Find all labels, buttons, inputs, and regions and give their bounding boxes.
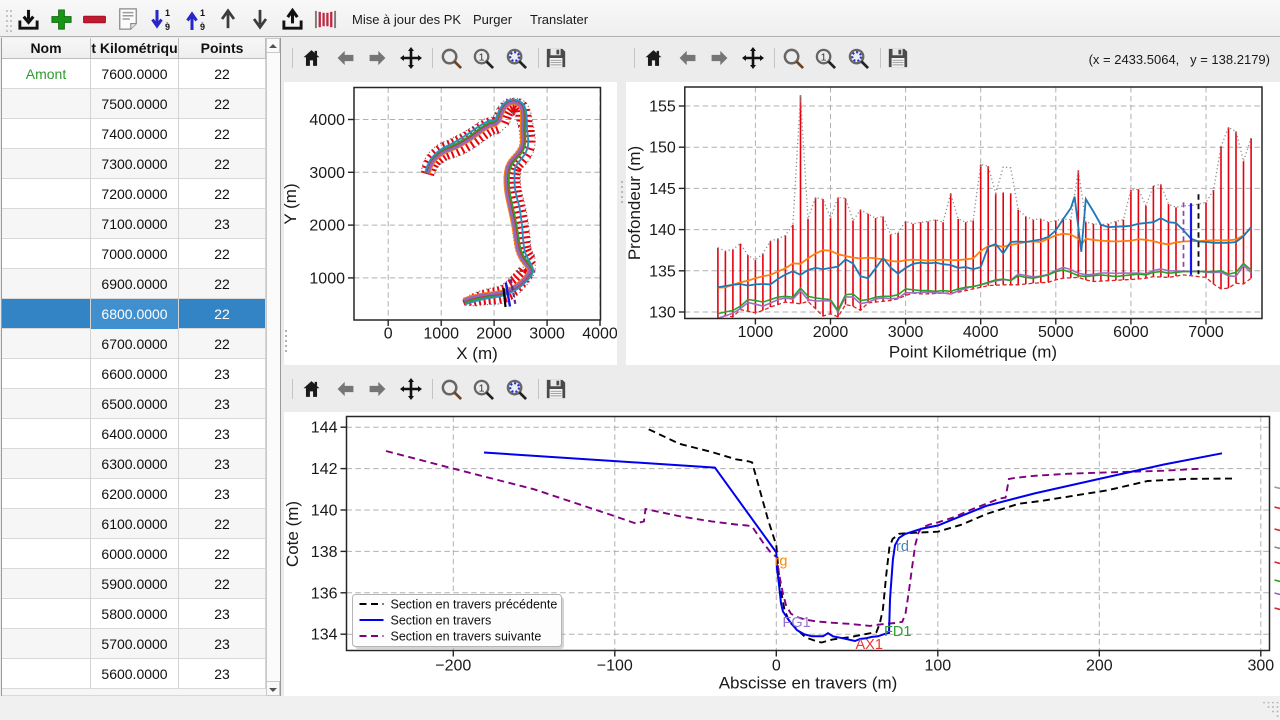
svg-text:134: 134	[311, 627, 338, 644]
svg-text:3000: 3000	[529, 326, 565, 343]
svg-text:1: 1	[165, 8, 170, 18]
svg-text:300: 300	[1247, 658, 1274, 675]
svg-text:140: 140	[649, 222, 676, 239]
svg-text:138: 138	[311, 544, 338, 561]
svg-text:4000: 4000	[963, 324, 999, 341]
svg-text:150: 150	[649, 140, 676, 157]
svg-text:FG1: FG1	[783, 615, 811, 631]
svg-text:144: 144	[311, 420, 338, 437]
svg-text:Profondeur (m): Profondeur (m)	[626, 146, 644, 260]
svg-text:2000: 2000	[813, 324, 849, 341]
svg-text:9: 9	[200, 22, 205, 32]
svg-text:rg: rg	[775, 554, 788, 570]
svg-text:135: 135	[649, 263, 676, 280]
svg-text:136: 136	[311, 585, 338, 602]
svg-text:2000: 2000	[309, 218, 345, 235]
svg-text:2000: 2000	[476, 326, 512, 343]
svg-text:4000: 4000	[582, 326, 617, 343]
svg-text:.: .	[166, 16, 168, 25]
svg-text:3000: 3000	[309, 165, 345, 182]
svg-text:Section en travers: Section en travers	[391, 614, 492, 628]
svg-text:0: 0	[772, 658, 781, 675]
svg-text:3000: 3000	[888, 324, 924, 341]
svg-text:Cote (m): Cote (m)	[284, 501, 302, 567]
svg-text:1: 1	[479, 51, 485, 63]
svg-text:5000: 5000	[1038, 324, 1074, 341]
svg-text:Section en travers précédente: Section en travers précédente	[391, 598, 558, 612]
svg-text:1000: 1000	[738, 324, 774, 341]
svg-text:−100: −100	[597, 658, 633, 675]
svg-text:9: 9	[165, 22, 170, 32]
svg-text:Point Kilométrique (m): Point Kilométrique (m)	[889, 343, 1057, 362]
svg-text:Y (m): Y (m)	[284, 183, 300, 224]
svg-text:1: 1	[200, 8, 205, 18]
svg-text:AX1: AX1	[856, 637, 883, 653]
svg-text:1000: 1000	[423, 326, 459, 343]
svg-text:1000: 1000	[309, 270, 345, 287]
svg-text:.: .	[201, 16, 203, 25]
svg-text:0: 0	[384, 326, 393, 343]
svg-text:145: 145	[649, 181, 676, 198]
svg-text:−200: −200	[435, 658, 471, 675]
svg-text:X (m): X (m)	[456, 344, 498, 363]
svg-text:4000: 4000	[309, 112, 345, 129]
svg-text:1: 1	[821, 51, 827, 63]
svg-text:100: 100	[924, 658, 951, 675]
svg-text:FD1: FD1	[884, 624, 911, 640]
svg-text:130: 130	[649, 305, 676, 322]
svg-text:155: 155	[649, 99, 676, 116]
svg-text:6000: 6000	[1113, 324, 1149, 341]
svg-text:142: 142	[311, 461, 338, 478]
svg-text:Section en travers suivante: Section en travers suivante	[391, 630, 542, 644]
svg-text:rd: rd	[896, 539, 909, 555]
svg-text:200: 200	[1086, 658, 1113, 675]
svg-text:1: 1	[479, 382, 485, 394]
svg-text:Abscisse en travers (m): Abscisse en travers (m)	[719, 674, 898, 693]
svg-text:140: 140	[311, 503, 338, 520]
svg-text:7000: 7000	[1188, 324, 1224, 341]
